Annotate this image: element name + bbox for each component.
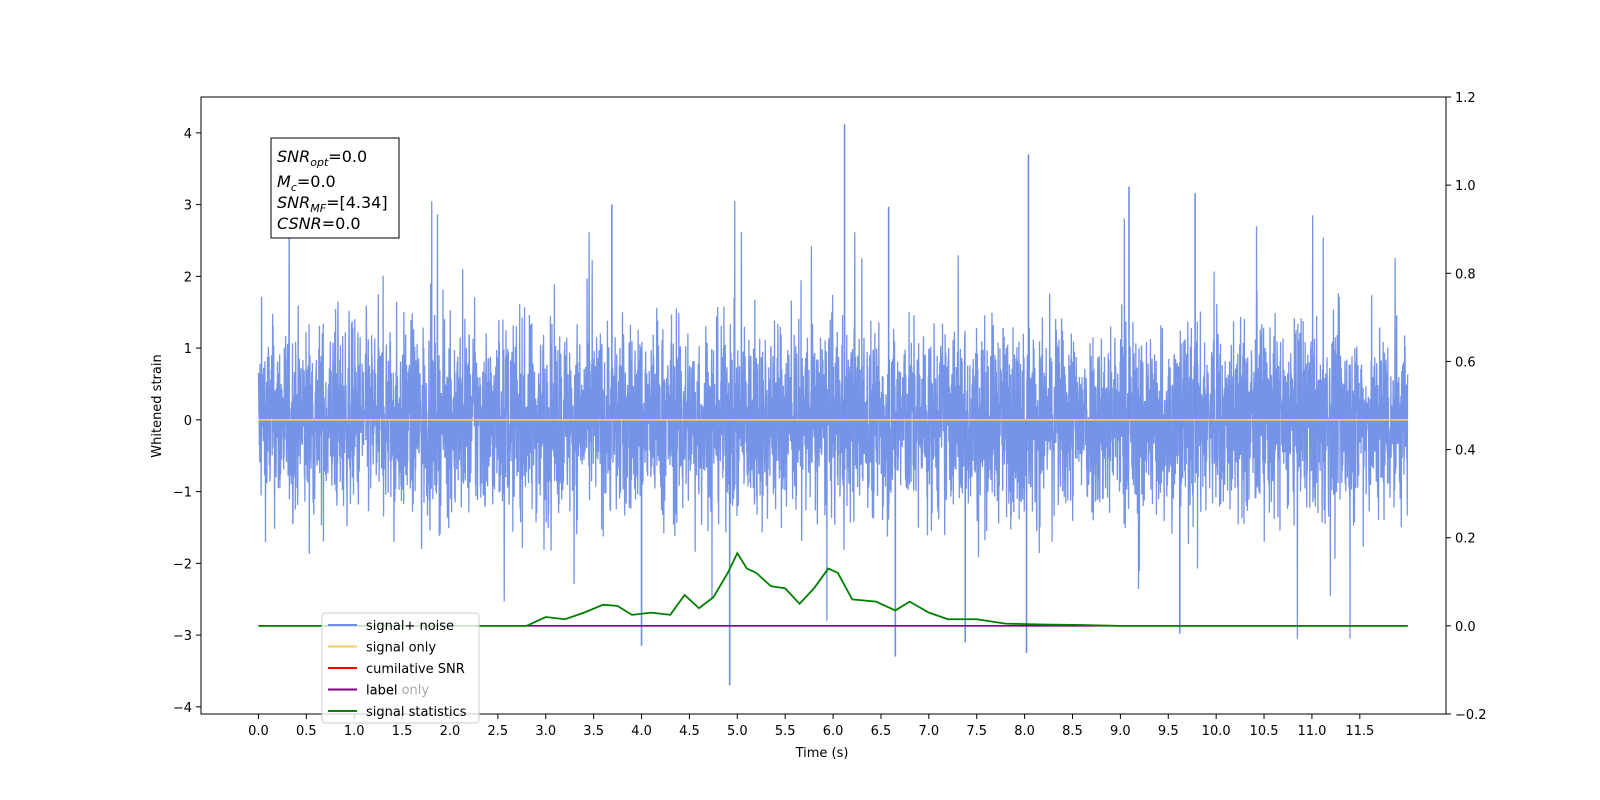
x-tick-label: 8.0: [1014, 724, 1035, 739]
x-tick-label: 4.0: [631, 724, 652, 739]
x-tick-label: 10.0: [1202, 724, 1231, 739]
x-tick-label: 1.5: [392, 724, 413, 739]
annotation-snr-mf: SNRMF=[4.34]: [277, 193, 388, 215]
y-right-tick-label: 0.4: [1455, 444, 1476, 459]
y-left-tick-label: 4: [184, 127, 192, 142]
y-right-tick-label: 1.2: [1455, 91, 1476, 106]
x-tick-label: 2.0: [440, 724, 461, 739]
y-left-tick-label: −3: [173, 629, 192, 644]
y-axis-label-left: Whitened strain: [150, 354, 165, 457]
x-tick-label: 9.0: [1110, 724, 1131, 739]
y-left-tick-label: −2: [173, 557, 192, 572]
plot-area: [257, 124, 1409, 686]
legend-label-2: cumilative SNR: [366, 662, 465, 677]
x-tick-label: 11.5: [1345, 724, 1374, 739]
y-left-tick-label: 1: [184, 342, 192, 357]
legend-label-3: label: [366, 684, 397, 699]
y-left-tick-label: 2: [184, 270, 192, 285]
x-tick-label: 7.5: [966, 724, 987, 739]
x-tick-label: 0.5: [296, 724, 317, 739]
y-right-tick-label: −0.2: [1455, 708, 1487, 723]
y-left-tick-label: 0: [184, 414, 192, 429]
annotation-mc: Mc=0.0: [277, 172, 336, 194]
legend-label-1: signal only: [366, 641, 436, 656]
x-tick-label: 3.5: [583, 724, 604, 739]
y-right-tick-label: 0.2: [1455, 532, 1476, 547]
y-left-tick-label: −1: [173, 486, 192, 501]
y-right-tick-label: 0.8: [1455, 267, 1476, 282]
y-right-tick-label: 0.6: [1455, 355, 1476, 370]
x-tick-label: 0.0: [248, 724, 269, 739]
legend-hidden-label: label only: [366, 683, 429, 698]
x-tick-label: 4.5: [679, 724, 700, 739]
legend-label-4: signal statistics: [366, 705, 467, 720]
x-tick-label: 8.5: [1062, 724, 1083, 739]
x-tick-label: 6.0: [823, 724, 844, 739]
legend-label-0: signal+ noise: [366, 619, 454, 634]
x-tick-label: 1.0: [344, 724, 365, 739]
legend: label only signal+ noise signal only cumil…: [321, 612, 480, 724]
y-left-tick-label: 3: [184, 199, 192, 214]
axes: 0.0 0.5 1.0 1.5 2.0 2.5 3.0 3.5 4.0 4.5 5.0 5.5 6.0 6…: [173, 91, 1487, 739]
y-right-tick-label: 0.0: [1455, 620, 1476, 635]
x-tick-label: 6.5: [871, 724, 892, 739]
axes-frame: [200, 96, 1447, 715]
annotation-snr-opt: SNRopt=0.0: [277, 147, 367, 169]
x-tick-label: 9.5: [1158, 724, 1179, 739]
series-line-signal-statistics: [258, 551, 1408, 627]
x-axis-label: Time (s): [795, 746, 849, 761]
x-tick-label: 3.0: [535, 724, 556, 739]
series-line-signal-noise: [257, 201, 1409, 639]
x-tick-label: 10.5: [1250, 724, 1279, 739]
x-tick-label: 5.5: [775, 724, 796, 739]
x-tick-label: 5.0: [727, 724, 748, 739]
x-tick-label: 7.0: [919, 724, 940, 739]
annotation-csnr: CSNR=0.0: [277, 214, 361, 233]
annotation-box: SNRopt=0.0 Mc=0.0 SNRMF=[4.34] CSNR=0.0: [270, 137, 400, 239]
x-tick-label: 2.5: [488, 724, 509, 739]
legend-frame: [321, 612, 480, 724]
x-tick-label: 11.0: [1297, 724, 1326, 739]
y-right-tick-label: 1.0: [1455, 179, 1476, 194]
y-left-tick-label: −4: [173, 701, 192, 716]
